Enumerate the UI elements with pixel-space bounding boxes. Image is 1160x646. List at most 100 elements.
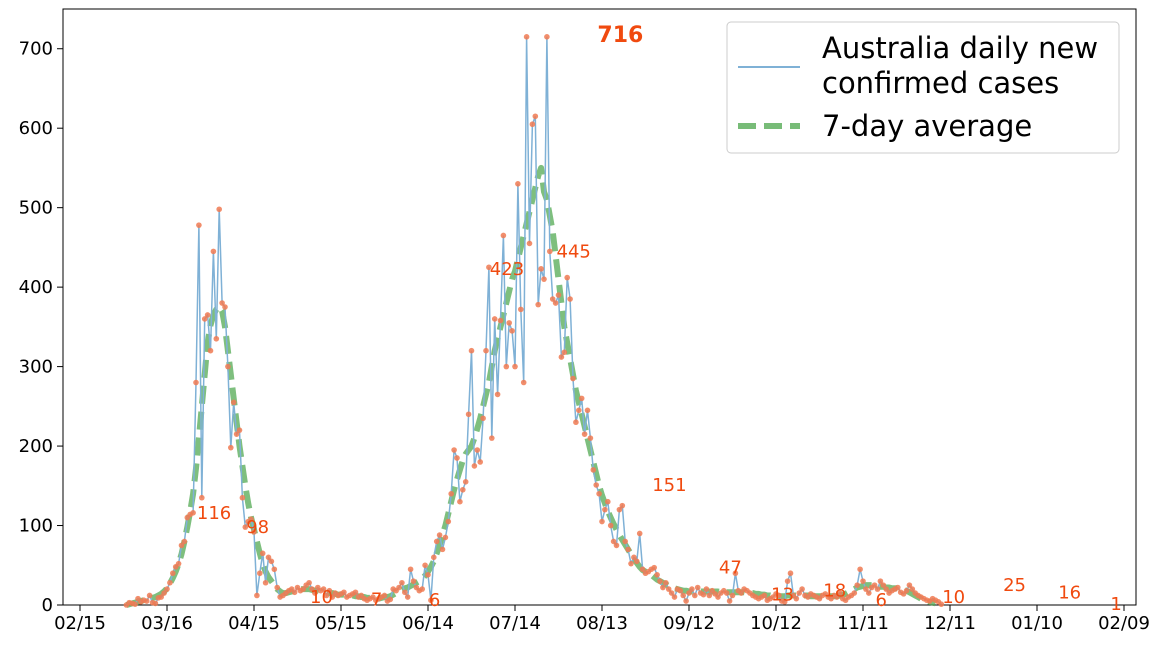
- y-tick-label: 500: [19, 198, 53, 219]
- data-point: [787, 570, 794, 577]
- data-point: [471, 463, 478, 469]
- data-point: [491, 316, 498, 322]
- data-point: [796, 590, 802, 596]
- data-point: [201, 316, 208, 322]
- data-point: [219, 300, 225, 306]
- data-point: [628, 560, 634, 567]
- data-point: [251, 529, 257, 535]
- data-point: [776, 592, 782, 599]
- data-point: [625, 546, 631, 553]
- data-point: [581, 431, 588, 437]
- data-point: [433, 538, 440, 545]
- y-tick-label: 300: [19, 357, 53, 378]
- data-point: [477, 459, 484, 465]
- data-point: [544, 34, 550, 40]
- data-point: [460, 486, 466, 493]
- legend-label-daily-line1: Australia daily new: [822, 31, 1098, 65]
- data-point: [938, 601, 945, 608]
- data-point: [541, 276, 547, 282]
- data-point: [439, 546, 446, 553]
- data-point: [596, 490, 602, 497]
- data-point: [312, 590, 318, 596]
- data-point: [204, 312, 211, 318]
- data-point: [506, 320, 512, 326]
- data-point: [535, 301, 541, 308]
- data-point: [448, 490, 455, 497]
- data-point: [306, 579, 312, 586]
- y-tick-label: 700: [19, 39, 53, 60]
- data-point: [613, 542, 620, 549]
- data-point: [512, 363, 518, 370]
- data-point: [570, 375, 576, 382]
- data-point: [442, 534, 449, 541]
- x-tick-label: 05/15: [315, 613, 367, 634]
- data-point: [199, 494, 205, 501]
- data-point: [834, 594, 840, 600]
- data-point: [793, 595, 800, 602]
- data-label: 7: [371, 589, 382, 610]
- data-point: [738, 590, 744, 596]
- data-point: [462, 479, 469, 485]
- data-point: [703, 586, 710, 592]
- data-point: [599, 518, 605, 525]
- data-point: [468, 347, 475, 354]
- data-point: [671, 594, 678, 600]
- data-point: [422, 562, 428, 569]
- data-point: [387, 596, 394, 603]
- data-point: [654, 572, 660, 578]
- data-point: [555, 292, 562, 298]
- data-point: [587, 435, 594, 441]
- data-point: [210, 248, 217, 255]
- data-point: [520, 379, 527, 386]
- data-point: [860, 578, 866, 584]
- data-point: [837, 590, 843, 596]
- y-tick-label: 0: [42, 595, 53, 616]
- data-label: 716: [597, 23, 643, 48]
- data-point: [576, 407, 582, 414]
- data-point: [871, 582, 878, 588]
- data-point: [857, 566, 863, 573]
- data-point: [309, 586, 315, 592]
- data-point: [784, 578, 791, 584]
- data-point: [523, 34, 530, 40]
- data-point: [268, 558, 275, 565]
- data-point: [207, 347, 214, 354]
- data-point: [634, 558, 640, 565]
- data-label: 10: [310, 587, 333, 608]
- data-point: [729, 592, 736, 599]
- data-point: [602, 506, 608, 513]
- y-axis: 0 100 200 300 400 500 600 700: [19, 39, 63, 616]
- data-point: [274, 584, 281, 591]
- data-point: [428, 597, 434, 604]
- data-point: [233, 431, 240, 437]
- x-tick-label: 01/10: [1011, 613, 1063, 634]
- x-tick-label: 02/15: [54, 613, 106, 634]
- data-point: [665, 586, 672, 592]
- data-point: [419, 586, 426, 592]
- data-label: 6: [876, 590, 887, 611]
- data-point: [196, 222, 202, 228]
- data-point: [683, 598, 689, 604]
- x-tick-label: 12/11: [924, 613, 976, 634]
- data-point: [216, 206, 222, 213]
- data-point: [170, 570, 176, 577]
- data-point: [529, 121, 536, 128]
- data-point: [228, 444, 234, 451]
- data-point: [663, 579, 669, 586]
- data-label: 18: [823, 581, 846, 602]
- data-point: [518, 306, 524, 313]
- data-point: [399, 579, 405, 586]
- data-point: [538, 266, 544, 272]
- legend-label-average: 7-day average: [822, 109, 1032, 143]
- y-tick-label: 600: [19, 118, 53, 139]
- data-point: [616, 506, 623, 513]
- data-point: [300, 586, 307, 592]
- data-point: [486, 264, 492, 271]
- data-point: [863, 586, 869, 592]
- data-point: [465, 411, 472, 418]
- data-point: [404, 594, 411, 600]
- data-label: 1: [1110, 594, 1121, 615]
- data-point: [552, 300, 559, 306]
- data-point: [323, 592, 330, 599]
